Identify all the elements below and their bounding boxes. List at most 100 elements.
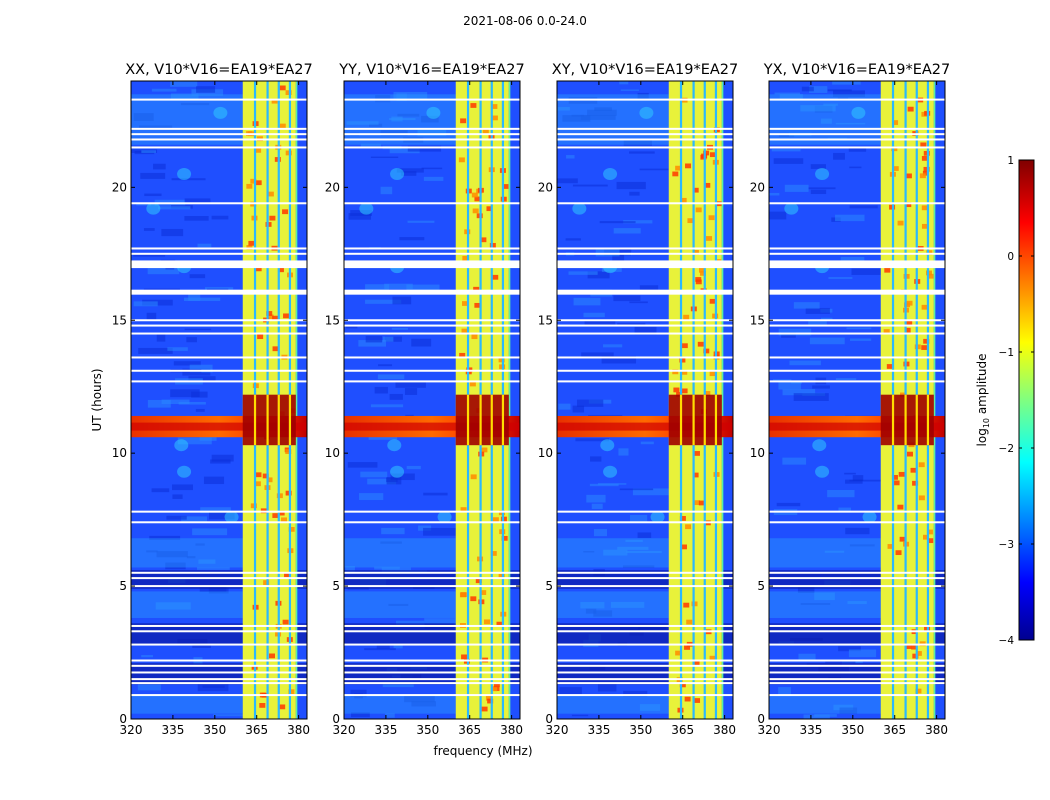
noise-patch <box>779 94 803 99</box>
noise-patch <box>849 205 878 209</box>
noise-patch <box>172 494 183 499</box>
noise-patch <box>213 714 245 717</box>
noise-patch <box>370 404 404 408</box>
noise-patch <box>623 690 648 697</box>
noise-patch <box>637 532 652 538</box>
cyan-blob <box>177 168 192 181</box>
noise-patch <box>143 228 155 231</box>
y-tick-label: 5 <box>545 579 553 593</box>
rfi-spot <box>267 191 274 197</box>
noise-patch <box>133 254 166 257</box>
noise-patch <box>597 483 627 485</box>
flagged-row <box>557 324 733 327</box>
rfi-spot <box>475 578 482 584</box>
noise-patch <box>632 488 670 496</box>
rfi-spot <box>904 327 911 333</box>
rfi-spot <box>246 183 253 189</box>
y-tick-label: 0 <box>332 712 340 726</box>
flagged-row <box>557 521 733 524</box>
flagged-row <box>131 678 307 681</box>
rfi-spot <box>279 704 286 710</box>
x-tick-label: 350 <box>203 723 226 737</box>
noise-patch <box>423 492 448 496</box>
colorbar-tick-label: 1 <box>1007 155 1014 167</box>
noise-patch <box>601 355 637 364</box>
rfi-spot <box>482 129 489 134</box>
flagged-row <box>131 659 307 662</box>
noise-patch <box>585 608 597 614</box>
rfi-spot <box>680 197 687 203</box>
flagged-row <box>557 671 733 674</box>
noise-patch <box>411 338 432 347</box>
flagged-row <box>131 624 307 627</box>
noise-patch <box>374 386 388 394</box>
flagged-row <box>131 138 307 141</box>
rfi-spot <box>906 319 913 325</box>
rfi-spot <box>285 90 292 96</box>
noise-patch <box>156 334 166 342</box>
noise-patch <box>809 86 828 93</box>
light-band <box>344 94 456 145</box>
noise-patch <box>376 643 390 649</box>
x-tick-label: 335 <box>161 723 184 737</box>
rfi-spot <box>692 187 699 193</box>
rfi-spot <box>910 467 917 473</box>
rfi-spot <box>680 544 687 550</box>
rfi-spot <box>706 236 713 241</box>
rfi-spot <box>899 536 906 542</box>
rfi-spot <box>927 273 934 279</box>
rfi-spot <box>709 655 716 661</box>
rfi-spot <box>266 311 273 316</box>
noise-patch <box>808 320 827 325</box>
event-gap <box>266 394 269 446</box>
rfi-spot <box>897 220 904 226</box>
y-tick-label: 5 <box>757 579 765 593</box>
noise-patch <box>639 168 669 171</box>
rfi-spot <box>926 529 933 535</box>
noise-patch <box>566 155 575 159</box>
rfi-spot <box>675 165 682 171</box>
noise-patch <box>197 243 212 248</box>
panel-title: YX, V10*V16=EA19*EA27 <box>763 62 950 78</box>
noise-patch <box>358 340 387 347</box>
noise-patch <box>580 602 605 609</box>
rfi-spot <box>898 471 905 477</box>
rfi-spot <box>895 550 902 556</box>
noise-patch <box>835 378 857 381</box>
noise-patch <box>360 471 388 478</box>
rfi-spot <box>676 392 683 397</box>
rfi-spot <box>704 182 711 188</box>
noise-patch <box>789 360 821 366</box>
light-band <box>557 94 669 145</box>
event-gap <box>915 394 918 446</box>
rfi-spot <box>492 517 499 523</box>
noise-patch <box>161 228 184 237</box>
rfi-spot <box>708 215 715 221</box>
rfi-spot <box>687 218 694 224</box>
noise-patch <box>810 189 827 195</box>
flagged-row <box>557 585 733 588</box>
cyan-blob <box>812 439 827 452</box>
flagged-row <box>769 247 945 250</box>
noise-patch <box>637 92 649 100</box>
rfi-spot <box>461 654 468 660</box>
cyan-blob <box>177 465 192 478</box>
rfi-spot <box>255 180 262 186</box>
rfi-spot <box>692 472 699 478</box>
flagged-row <box>557 678 733 681</box>
flagged-row <box>344 664 520 667</box>
rfi-spot <box>907 106 914 112</box>
flagged-row <box>769 678 945 681</box>
event-gap <box>891 394 895 446</box>
noise-patch <box>827 489 855 498</box>
rfi-spot <box>923 338 930 344</box>
rfi-spot <box>459 352 466 358</box>
flagged-row <box>769 138 945 141</box>
noise-patch <box>620 89 639 91</box>
rfi-spot <box>481 706 488 712</box>
event-in-band <box>880 394 934 446</box>
noise-patch <box>401 171 417 176</box>
noise-patch <box>850 338 872 341</box>
x-tick-label: 365 <box>883 723 906 737</box>
